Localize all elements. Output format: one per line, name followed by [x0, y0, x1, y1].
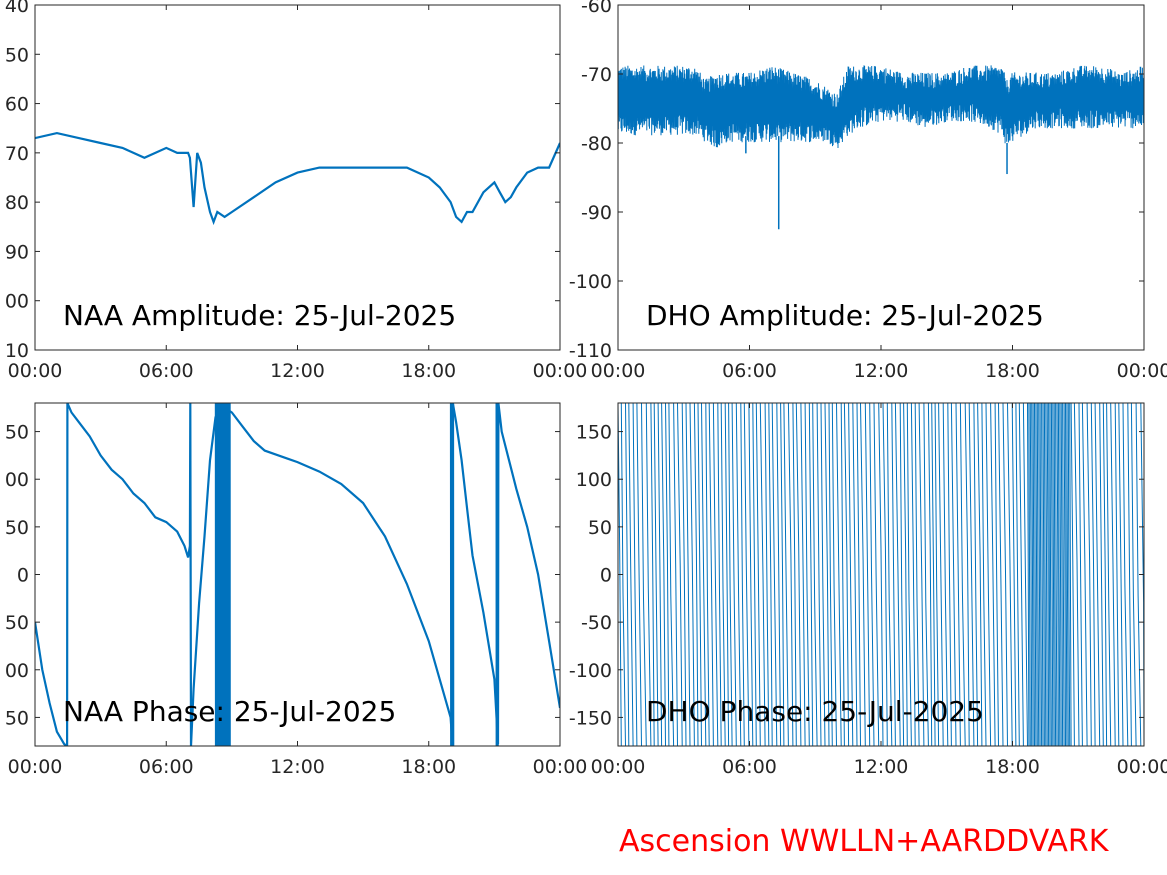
naa-amplitude-xtick-label: 12:00 — [270, 360, 325, 382]
naa-amplitude-ytick-label: 10 — [5, 340, 29, 362]
naa-phase-wrap-segment — [449, 403, 455, 746]
naa-amplitude-ytick-label: 60 — [5, 94, 29, 116]
dho-amplitude-xtick-label: 00:00 — [1117, 360, 1167, 382]
station-label: Ascension WWLLN+AARDDVARK — [619, 824, 1109, 859]
dho-phase-plot-area — [618, 403, 1144, 746]
dho-amplitude-ytick-label: -70 — [581, 64, 612, 86]
naa-amplitude-title: NAA Amplitude: 25-Jul-2025 — [63, 299, 456, 332]
dho-amplitude-xtick-label: 18:00 — [985, 360, 1040, 382]
dho-phase-xtick-label: 00:00 — [1117, 756, 1167, 778]
dho-phase-ytick-label: 50 — [588, 517, 612, 539]
dho-amplitude-ytick-label: -90 — [581, 202, 612, 224]
naa-amplitude-xtick-label: 18:00 — [401, 360, 456, 382]
dho-phase-xtick-label: 00:00 — [591, 756, 646, 778]
dho-phase-xtick-label: 18:00 — [985, 756, 1040, 778]
naa-phase-panel: 00:00 06:00 12:00 18:00 00:00 50 00 50 0 50 00 50 NA… — [5, 402, 588, 778]
naa-phase-ytick-label: 50 — [5, 707, 29, 729]
dho-amplitude-series-band — [618, 65, 1144, 149]
naa-phase-xtick-label: 00:00 — [8, 756, 63, 778]
naa-phase-wrap-segment — [214, 403, 231, 746]
naa-phase-plot-area — [35, 403, 560, 746]
naa-amplitude-ytick-label: 00 — [5, 291, 29, 313]
dho-amplitude-ytick-label: -100 — [569, 271, 612, 293]
dho-phase-title: DHO Phase: 25-Jul-2025 — [646, 695, 984, 728]
dho-phase-ytick-label: -150 — [569, 707, 612, 729]
naa-phase-ytick-label: 00 — [5, 660, 29, 682]
naa-phase-title: NAA Phase: 25-Jul-2025 — [63, 695, 396, 728]
dho-amplitude-title: DHO Amplitude: 25-Jul-2025 — [646, 299, 1044, 332]
dho-amplitude-xtick-label: 06:00 — [722, 360, 777, 382]
naa-phase-wrap-segment — [495, 403, 499, 746]
dho-amplitude-plot-area — [618, 65, 1144, 230]
naa-amplitude-xtick-label: 00:00 — [8, 360, 63, 382]
dho-phase-ytick-label: 150 — [576, 422, 612, 444]
naa-amplitude-ytick-label: 80 — [5, 192, 29, 214]
dho-phase-xtick-label: 12:00 — [854, 756, 909, 778]
dho-phase-xtick-label: 06:00 — [722, 756, 777, 778]
naa-amplitude-ytick-label: 50 — [5, 44, 29, 66]
dho-phase-ytick-label: -100 — [569, 660, 612, 682]
naa-phase-ytick-label: 00 — [5, 469, 29, 491]
dho-amplitude-xtick-label: 12:00 — [854, 360, 909, 382]
naa-phase-ytick-label: 50 — [5, 517, 29, 539]
naa-phase-xtick-label: 18:00 — [401, 756, 456, 778]
naa-phase-xtick-label: 00:00 — [533, 756, 588, 778]
dho-amplitude-ytick-label: -60 — [581, 0, 612, 17]
naa-phase-ytick-label: 50 — [5, 612, 29, 634]
dho-amplitude-ytick-label: -80 — [581, 133, 612, 155]
naa-phase-ytick-label: 0 — [17, 565, 29, 587]
naa-amplitude-ytick-label: 40 — [5, 0, 29, 17]
dho-phase-ytick-label: 0 — [600, 565, 612, 587]
naa-amplitude-ytick-label: 90 — [5, 241, 29, 263]
naa-amplitude-plot-area — [35, 131, 560, 226]
naa-amplitude-panel: 00:00 06:00 12:00 18:00 00:00 40 50 60 70 80 90 00 1… — [5, 0, 588, 382]
naa-amplitude-xtick-label: 06:00 — [139, 360, 194, 382]
naa-phase-series-line — [35, 403, 560, 746]
naa-amplitude-ytick-label: 70 — [5, 143, 29, 165]
dho-phase-series-line — [618, 403, 1144, 746]
dho-amplitude-ytick-label: -110 — [569, 340, 612, 362]
dho-amplitude-panel: 00:00 06:00 12:00 18:00 00:00 -60 -70 -80 -90 -10… — [569, 0, 1167, 382]
naa-phase-xtick-label: 12:00 — [270, 756, 325, 778]
naa-amplitude-series-line — [35, 131, 560, 226]
dho-amplitude-xtick-label: 00:00 — [591, 360, 646, 382]
dho-phase-ytick-label: 100 — [576, 469, 612, 491]
naa-amplitude-xtick-label: 00:00 — [533, 360, 588, 382]
dho-phase-ytick-label: -50 — [581, 612, 612, 634]
naa-phase-ytick-label: 50 — [5, 422, 29, 444]
naa-phase-xtick-label: 06:00 — [139, 756, 194, 778]
dho-phase-panel: 00:00 06:00 12:00 18:00 00:00 150 100 50 0 -50 -10… — [569, 402, 1167, 778]
